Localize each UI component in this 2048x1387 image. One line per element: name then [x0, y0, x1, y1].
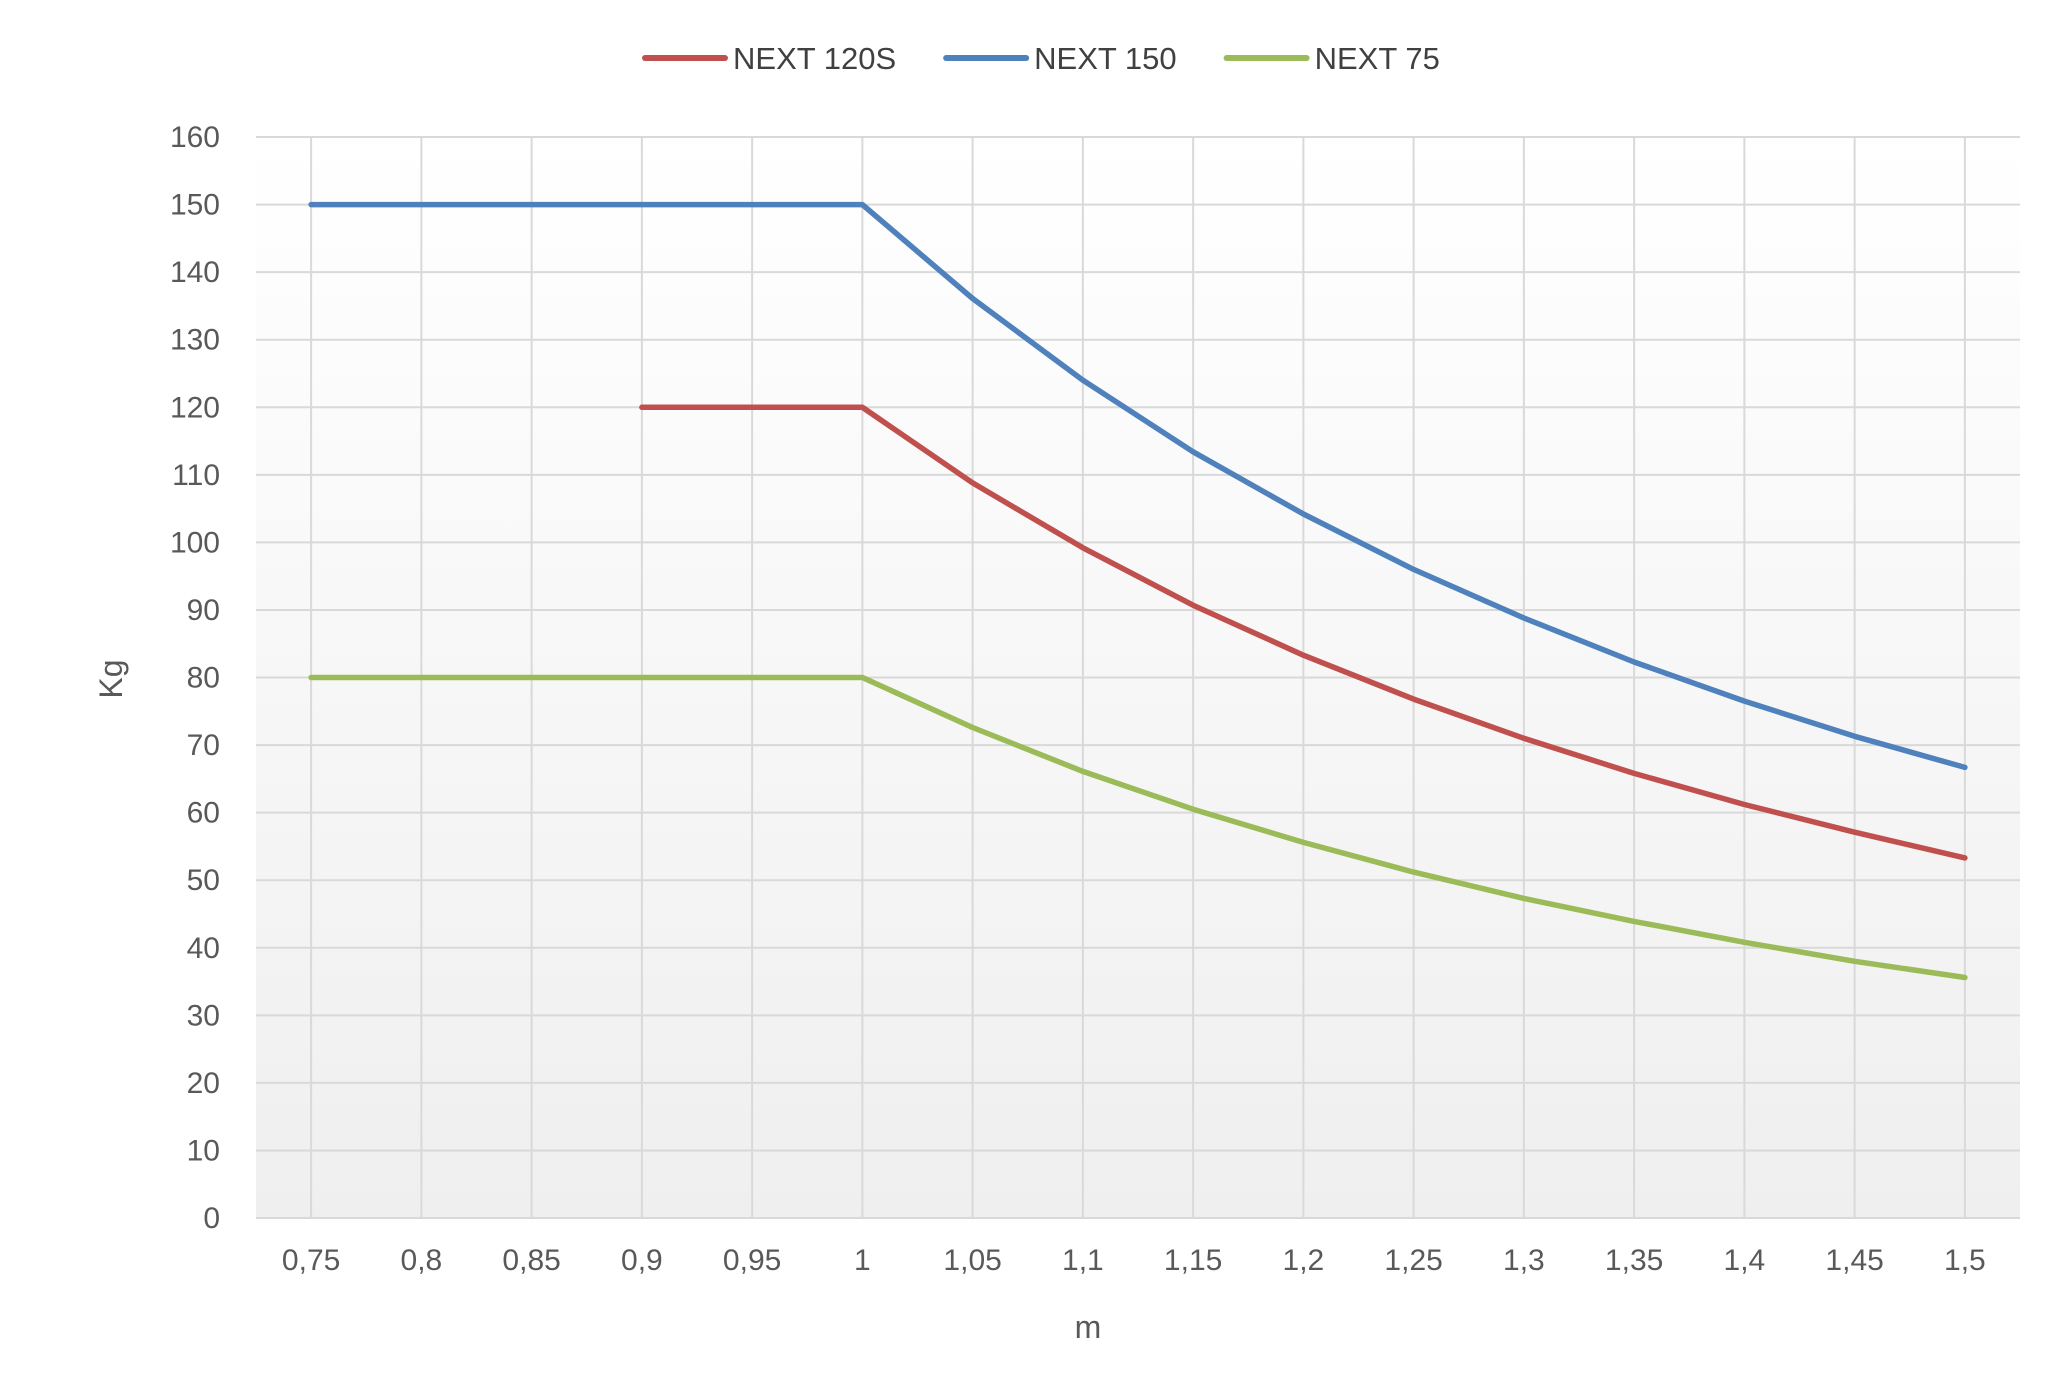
y-tick-label: 70 [187, 729, 220, 762]
series-point-1 [1852, 733, 1858, 739]
legend-item-2: NEXT 75 [1223, 41, 1440, 76]
y-tick-label: 120 [170, 391, 220, 424]
x-tick-label: 0,9 [621, 1244, 663, 1277]
series-point-2 [1852, 958, 1858, 964]
y-tick-label: 30 [187, 999, 220, 1032]
y-axis-title: Kg [93, 659, 129, 698]
y-tick-label: 130 [170, 324, 220, 357]
legend-item-0: NEXT 120S [642, 41, 896, 76]
series-point-1 [859, 202, 865, 208]
series-point-1 [749, 202, 755, 208]
x-tick-label: 1,35 [1605, 1244, 1663, 1277]
legend-item-1: NEXT 150 [943, 41, 1177, 76]
series-point-0 [1080, 545, 1086, 551]
y-tick-label: 100 [170, 526, 220, 559]
series-point-2 [308, 675, 314, 680]
y-tick-label: 150 [170, 189, 220, 222]
series-point-0 [1300, 652, 1306, 658]
series-point-1 [308, 202, 314, 208]
series-point-2 [970, 724, 976, 730]
series-point-2 [1300, 839, 1306, 845]
series-point-1 [529, 202, 535, 208]
x-tick-label: 1,1 [1062, 1244, 1104, 1277]
series-point-1 [1411, 566, 1417, 572]
series-point-1 [1521, 615, 1527, 621]
x-tick-label: 1,15 [1164, 1244, 1222, 1277]
legend: NEXT 120S NEXT 150 NEXT 75 [642, 41, 1440, 76]
series-point-0 [859, 404, 865, 410]
series-point-0 [970, 480, 976, 486]
x-tick-label: 1,5 [1944, 1244, 1986, 1277]
series-point-2 [1741, 939, 1747, 945]
series-point-0 [1962, 855, 1968, 861]
series-point-2 [529, 675, 535, 680]
y-tick-label: 0 [203, 1202, 220, 1235]
series-point-0 [1411, 696, 1417, 702]
x-tick-label: 0,85 [502, 1244, 560, 1277]
series-point-1 [1631, 659, 1637, 665]
series-point-2 [418, 675, 424, 680]
x-tick-label: 1,3 [1503, 1244, 1545, 1277]
series-point-2 [1080, 768, 1086, 774]
x-axis-ticks: 0,75 0,8 0,85 0,9 0,95 1 1,05 1,1 1,15 1,2 1,25 1,3… [282, 1244, 1986, 1277]
series-point-0 [639, 404, 645, 410]
x-axis-title: m [1075, 1309, 1102, 1345]
series-point-2 [859, 675, 865, 680]
series-point-2 [639, 675, 645, 680]
legend-label: NEXT 150 [1034, 41, 1176, 76]
x-tick-label: 1 [854, 1244, 871, 1277]
series-point-0 [1852, 829, 1858, 835]
y-axis-ticks: 0 10 20 30 40 50 60 70 80 90 100 110 120 130 140 150 160 [170, 121, 220, 1235]
series-point-2 [1962, 974, 1968, 980]
series-point-1 [418, 202, 424, 208]
x-tick-label: 1,05 [943, 1244, 1001, 1277]
series-point-2 [749, 675, 755, 680]
y-tick-label: 140 [170, 256, 220, 289]
x-tick-label: 1,25 [1384, 1244, 1442, 1277]
x-tick-label: 1,45 [1825, 1244, 1883, 1277]
series-point-0 [1521, 735, 1527, 741]
y-tick-label: 20 [187, 1067, 220, 1100]
series-point-1 [639, 202, 645, 208]
y-tick-label: 110 [172, 459, 220, 492]
series-point-1 [970, 295, 976, 301]
series-point-2 [1411, 869, 1417, 875]
series-point-2 [1521, 895, 1527, 901]
series-point-0 [1190, 602, 1196, 608]
series-line-2 [308, 674, 1968, 981]
y-tick-label: 10 [187, 1134, 220, 1167]
series-point-0 [1741, 802, 1747, 808]
series-point-1 [1190, 449, 1196, 455]
series-point-2 [1190, 806, 1196, 812]
y-tick-label: 90 [187, 594, 220, 627]
x-tick-label: 0,8 [401, 1244, 443, 1277]
series-lines [308, 201, 1968, 981]
legend-label: NEXT 75 [1315, 41, 1440, 76]
series-point-1 [1741, 698, 1747, 704]
y-tick-label: 50 [187, 864, 220, 897]
series-line-1 [308, 201, 1968, 771]
series-point-0 [1631, 770, 1637, 776]
y-tick-label: 40 [187, 932, 220, 965]
y-tick-label: 80 [187, 662, 220, 695]
y-tick-label: 160 [170, 121, 220, 154]
series-point-2 [1631, 918, 1637, 924]
series-point-1 [1300, 511, 1306, 517]
series-point-0 [749, 404, 755, 410]
legend-label: NEXT 120S [733, 41, 896, 76]
series-point-1 [1962, 764, 1968, 770]
y-tick-label: 60 [187, 797, 220, 830]
x-tick-label: 0,95 [723, 1244, 781, 1277]
x-tick-label: 1,2 [1283, 1244, 1325, 1277]
x-tick-label: 1,4 [1724, 1244, 1766, 1277]
series-point-1 [1080, 377, 1086, 383]
x-tick-label: 0,75 [282, 1244, 340, 1277]
